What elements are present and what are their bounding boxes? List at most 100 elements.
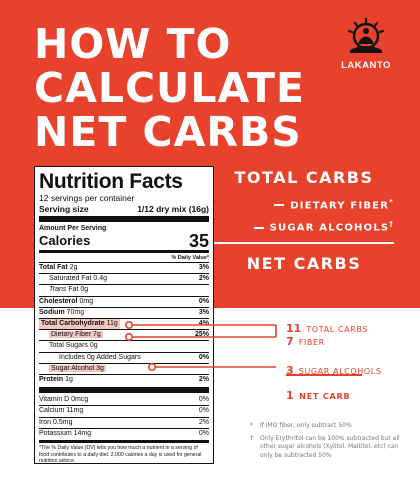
breakdown-label: SUGAR ALCOHOLS: [298, 367, 382, 376]
nutrient-dv: 0%: [198, 297, 209, 305]
serving-size-value: 1/12 dry mix (16g): [137, 204, 209, 214]
footnote-sugar-alcohols: † Only Erythritol can be 100% subtracted…: [250, 435, 410, 461]
breakdown-fiber: 7 FIBER: [286, 330, 325, 349]
vitamin-dv: 2%: [198, 418, 209, 426]
nutrient-row-saturated-fat: Saturated Fat 0.4g 2%: [39, 274, 209, 286]
nutrient-name: Total Carbohydrate: [41, 320, 105, 328]
breakdown-label: TOTAL CARBS: [306, 325, 368, 334]
vitamin-dv: 0%: [198, 407, 209, 415]
serving-size: Serving size 1/12 dry mix (16g): [39, 204, 209, 214]
breakdown-number: 1: [286, 389, 294, 402]
net-carb-formula: TOTAL CARBS DIETARY FIBER* SUGAR ALCOHOL…: [214, 168, 394, 273]
divider-thick: [39, 387, 209, 394]
nutrient-row-dietary-fiber: Dietary Fiber 7g 25%: [39, 330, 209, 342]
nutrient-row-sodium: Sodium 70mg 3%: [39, 308, 209, 320]
nutrient-row-trans-fat: Trans Fat 0g: [39, 285, 209, 297]
footnotes: * If IMO fiber, only subtract 50% † Only…: [250, 422, 410, 464]
daily-value-footnote: *The % Daily Value (DV) tells you how mu…: [39, 445, 202, 465]
brand-name: LAKANTO: [341, 60, 391, 71]
nutrient-dv: 2%: [198, 275, 209, 283]
breakdown-divider: [286, 374, 362, 376]
formula-minus-sugar-alcohols: SUGAR ALCOHOLS†: [214, 215, 394, 237]
vitamin-name: Iron 0.5mg: [39, 418, 73, 426]
vitamin-name: Vitamin D 0mcg: [39, 396, 89, 404]
vitamin-row: Calcium 11mg 0%: [39, 406, 209, 418]
nutrient-dv: 2%: [198, 376, 209, 384]
vitamin-name: Potassium 14mg: [39, 429, 92, 437]
sugar-alcohol-footnote-mark: †: [389, 220, 394, 229]
nutrient-amount: 0.4g: [93, 275, 107, 283]
vitamin-dv: 0%: [198, 429, 209, 437]
nutrient-amount: 0g: [89, 342, 98, 350]
nutrient-amount: 2g: [69, 264, 78, 271]
breakdown-label: FIBER: [298, 338, 325, 347]
nutrient-amount: 3g: [96, 364, 104, 372]
nutrient-row-added-sugars: Includes 0g Added Sugars 0%: [39, 353, 209, 364]
footnote-fiber: * If IMO fiber, only subtract 50%: [250, 422, 410, 431]
connector-dot: [148, 362, 157, 371]
nutrient-dv: 4%: [198, 320, 209, 328]
nutrient-name: Sugar Alcohol: [51, 364, 95, 372]
divider-thick: [39, 216, 209, 222]
vitamin-row: Potassium 14mg 0%: [39, 429, 209, 439]
calories-row: Calories 35: [39, 231, 209, 251]
highlight-sugar-alcohol: Sugar Alcohol 3g: [49, 364, 106, 372]
nutrient-name: Includes 0g Added Sugars: [59, 353, 141, 361]
nutrient-row-total-fat: Total Fat 2g 3%: [39, 263, 209, 275]
vitamin-list: Vitamin D 0mcg 0% Calcium 11mg 0% Iron 0.5…: [39, 395, 209, 439]
serving-size-label: Serving size: [39, 204, 89, 214]
brand-logo: LAKANTO: [336, 18, 396, 71]
highlight-total-carbohydrate: Total Carbohydrate 11g: [39, 319, 120, 330]
breakdown-number: 11: [286, 322, 302, 335]
nutrient-dv: 3%: [198, 308, 209, 316]
servings-per-container: 12 servings per container: [39, 193, 135, 203]
nutrient-row-total-sugars: Total Sugars 0g: [39, 341, 209, 353]
vitamin-dv: 0%: [198, 396, 209, 404]
formula-minus-fiber: DIETARY FIBER*: [214, 193, 394, 215]
minus-sign-icon: [274, 204, 285, 207]
nutrient-name: Protein: [39, 376, 64, 384]
breakdown-label: NET CARB: [299, 392, 351, 401]
connector-dot: [125, 320, 134, 329]
connector-dot: [125, 332, 134, 341]
nutrient-name: Sodium: [39, 308, 65, 316]
nutrient-name: Trans: [49, 286, 67, 294]
nutrient-row-cholesterol: Cholesterol 0mg 0%: [39, 297, 209, 308]
title-line-3: NET CARBS: [34, 108, 302, 156]
label-title: Nutrition Facts: [39, 170, 183, 193]
calories-label: Calories: [39, 233, 91, 248]
nutrient-row-protein: Protein 1g 2%: [39, 375, 209, 385]
footnote-text: If IMO fiber, only subtract 50%: [260, 422, 352, 429]
highlight-dietary-fiber: Dietary Fiber 7g: [49, 331, 103, 339]
formula-divider: [214, 241, 394, 244]
vitamin-name: Calcium 11mg: [39, 407, 84, 415]
formula-net-carbs: NET CARBS: [246, 253, 362, 273]
nutrient-row-total-carbohydrate: Total Carbohydrate 11g 4%: [39, 319, 209, 331]
vitamin-row: Iron 0.5mg 2%: [39, 418, 209, 429]
footnote-mark: *: [250, 422, 253, 429]
nutrient-amount: 7g: [93, 331, 101, 339]
daily-value-header: % Daily Value*: [39, 254, 209, 263]
formula-fiber-label: DIETARY FIBER: [290, 200, 390, 212]
nutrient-dv: 0%: [198, 353, 209, 361]
formula-sugar-alcohols-label: SUGAR ALCOHOLS: [269, 222, 390, 234]
breakdown-sugar-alcohols: 3 SUGAR ALCOHOLS: [286, 359, 382, 378]
nutrient-dv: 25%: [194, 331, 209, 339]
nutrient-name: Saturated Fat: [49, 275, 92, 283]
nutrition-facts-label: Nutrition Facts 12 servings per containe…: [34, 166, 214, 464]
meditating-figure-sun-icon: [347, 18, 385, 53]
divider-medium: [39, 250, 209, 253]
nutrient-name: Cholesterol: [39, 297, 78, 305]
calories-value: 35: [188, 231, 209, 251]
nutrient-name: Total Sugars: [49, 342, 88, 350]
nutrient-amount: 1g: [65, 376, 73, 384]
nutrient-name: Dietary Fiber: [51, 331, 92, 339]
breakdown-number: 7: [286, 335, 294, 348]
nutrient-amount: 0mg: [79, 297, 94, 305]
fiber-footnote-mark: *: [389, 198, 394, 206]
nutrient-amount: Fat 0g: [68, 286, 89, 294]
breakdown-number: 3: [286, 364, 294, 377]
divider-medium: [39, 440, 209, 444]
nutrient-dv: 3%: [198, 264, 209, 271]
